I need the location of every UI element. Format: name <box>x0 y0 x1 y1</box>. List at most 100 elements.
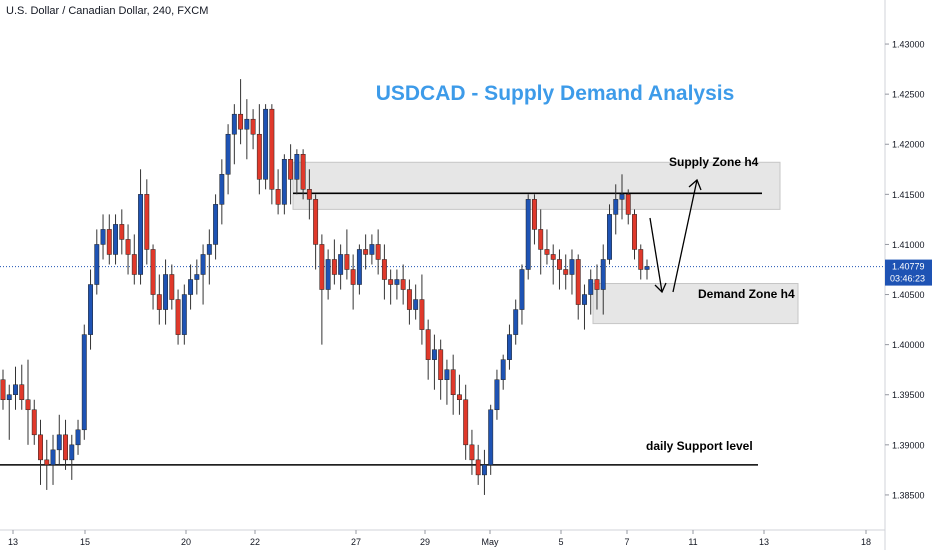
demand-zone-label: Demand Zone h4 <box>698 287 795 301</box>
candle-up <box>569 259 575 275</box>
y-tick-label: 1.39000 <box>892 440 925 450</box>
candle-down <box>350 269 356 285</box>
candle-down <box>238 113 244 130</box>
candle-up <box>263 108 269 180</box>
candle-up <box>81 334 87 431</box>
candle-down <box>563 269 569 275</box>
up-arrow-head <box>688 178 702 191</box>
candle-up <box>113 224 118 255</box>
candle-up <box>513 309 519 335</box>
candle-up <box>525 199 531 270</box>
y-tick-label: 1.39500 <box>892 390 925 400</box>
supply-zone-label: Supply Zone h4 <box>669 155 759 169</box>
candle-up <box>6 394 12 400</box>
candle-up <box>394 279 400 285</box>
candle-down <box>557 259 562 270</box>
candle-down <box>532 199 537 230</box>
down-arrow <box>649 217 663 293</box>
candle-down <box>575 259 581 305</box>
candle-up <box>244 118 250 130</box>
candle-up <box>488 409 494 466</box>
candle-down <box>463 399 469 446</box>
candle-down <box>381 259 387 280</box>
x-tick-label: 13 <box>759 537 769 547</box>
y-tick-label: 1.42500 <box>892 90 925 100</box>
candle-up <box>138 194 144 275</box>
candle-down <box>419 299 425 330</box>
candle-up <box>13 384 18 395</box>
candle-up <box>619 194 625 200</box>
candle-up <box>75 429 81 446</box>
candle-down <box>150 249 156 295</box>
candle-up <box>56 434 62 451</box>
candle-up <box>281 159 287 205</box>
candle-up <box>588 279 594 295</box>
candle-up <box>94 244 100 285</box>
down-arrow-head <box>654 282 667 294</box>
candle-up <box>200 254 206 275</box>
y-tick-label: 1.40000 <box>892 340 925 350</box>
candle-up <box>69 444 75 461</box>
candle-up <box>231 113 237 135</box>
y-tick-label: 1.41000 <box>892 240 925 250</box>
x-tick-label: 15 <box>80 537 90 547</box>
candle-up <box>582 294 587 305</box>
candle-up <box>607 214 612 260</box>
candle-up <box>100 229 106 245</box>
candle-down <box>363 249 369 255</box>
candle-down <box>388 279 394 285</box>
candle-down <box>275 189 281 205</box>
candle-down <box>106 229 112 255</box>
candle-down <box>638 249 644 270</box>
candle-up <box>600 259 606 290</box>
candle-up <box>219 174 225 205</box>
candle-up <box>188 279 194 295</box>
candle-down <box>25 399 31 411</box>
up-arrow <box>672 179 698 293</box>
price-badge[interactable] <box>885 259 932 286</box>
y-tick-label: 1.41500 <box>892 190 925 200</box>
candle-down <box>594 279 600 290</box>
x-tick-label: May <box>481 537 499 547</box>
candle-down <box>313 199 319 245</box>
candle-down <box>344 254 350 270</box>
candle-down <box>288 159 294 180</box>
candle-down <box>538 229 544 250</box>
candle-down <box>319 244 325 290</box>
x-tick-label: 13 <box>8 537 18 547</box>
candle-down <box>169 274 175 300</box>
candle-up <box>325 259 331 290</box>
candle-down <box>0 379 6 400</box>
x-tick-label: 5 <box>558 537 563 547</box>
candle-down <box>250 118 256 135</box>
x-tick-label: 20 <box>181 537 191 547</box>
candle-up <box>506 334 512 360</box>
candle-down <box>475 459 481 476</box>
y-tick-label: 1.38500 <box>892 490 925 500</box>
candle-up <box>431 349 437 360</box>
candle-up <box>613 199 619 215</box>
candle-up <box>338 254 344 275</box>
candle-up <box>225 133 231 175</box>
x-tick-label: 18 <box>861 537 871 547</box>
candle-down <box>19 384 25 400</box>
candle-down <box>63 434 68 461</box>
candle-up <box>494 379 500 411</box>
price-badge-countdown: 03:46:23 <box>890 274 925 284</box>
chart-headline: USDCAD - Supply Demand Analysis <box>376 82 735 105</box>
candle-down <box>632 214 637 250</box>
x-tick-label: 7 <box>624 537 629 547</box>
candle-down <box>144 194 150 250</box>
candle-up <box>644 266 650 270</box>
candle-up <box>213 204 219 245</box>
candle-up <box>369 244 375 255</box>
y-tick-label: 1.43000 <box>892 40 925 50</box>
candle-down <box>456 394 462 400</box>
y-tick-label: 1.40500 <box>892 290 925 300</box>
candle-down <box>269 108 275 190</box>
y-tick-label: 1.42000 <box>892 140 925 150</box>
support-label: daily Support level <box>646 439 753 453</box>
candle-up <box>519 269 525 310</box>
candle-down <box>438 349 444 380</box>
